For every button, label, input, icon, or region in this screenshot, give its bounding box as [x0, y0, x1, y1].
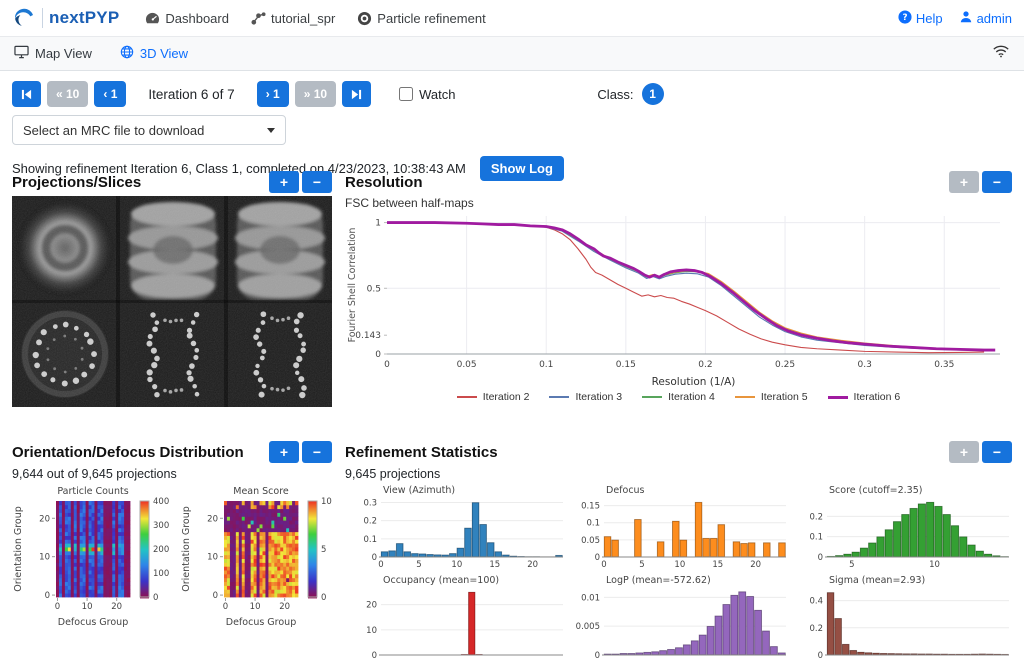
view-azimuth-histogram [345, 485, 567, 569]
resolution-panel: Resolution + − FSC between half-maps Ite… [345, 170, 1012, 403]
brand-link[interactable]: nextPYP [12, 5, 119, 32]
legend-label: Iteration 6 [853, 391, 901, 403]
legend-swatch [549, 396, 570, 398]
iteration-label: Iteration 6 of 7 [148, 86, 235, 102]
occupancy-histogram [345, 575, 567, 659]
orientation-title: Orientation/Defocus Distribution [12, 443, 244, 461]
admin-menu[interactable]: admin [959, 10, 1012, 27]
projections-title: Projections/Slices [12, 173, 142, 191]
back-1-button[interactable]: ‹ 1 [94, 81, 127, 107]
fsc-chart [345, 210, 1012, 388]
legend-swatch [734, 396, 755, 398]
help-circle-icon: ? [898, 9, 912, 27]
back-1-label: ‹ 1 [103, 87, 118, 101]
watch-toggle[interactable]: Watch [399, 87, 455, 102]
globe-icon [120, 45, 134, 62]
first-iteration-button[interactable] [12, 81, 41, 107]
nav-item-block[interactable]: Particle refinement [357, 10, 486, 26]
defocus-histogram [568, 485, 790, 569]
class-label: Class: [597, 86, 634, 102]
top-navbar: nextPYP Dashboard tutorial_spr Particle … [0, 0, 1024, 37]
nav-item-dashboard[interactable]: Dashboard [145, 11, 229, 26]
legend-item[interactable]: Iteration 4 [642, 391, 715, 403]
bullseye-icon [357, 11, 372, 26]
legend-item[interactable]: Iteration 3 [549, 391, 622, 403]
mrc-file-dropdown[interactable]: Select an MRC file to download [12, 115, 286, 145]
brand-divider [42, 8, 43, 28]
fsc-subtitle: FSC between half-maps [345, 196, 474, 210]
resolution-zoom-out-button[interactable]: − [982, 171, 1012, 193]
speedometer-icon [145, 11, 160, 26]
chevron-down-icon [267, 127, 275, 133]
forward-10-label: » 10 [303, 87, 328, 101]
refinement-status-text: Showing refinement Iteration 6, Class 1,… [12, 161, 466, 176]
help-label: Help [915, 10, 943, 26]
iteration-controls: « 10 ‹ 1 Iteration 6 of 7 › 1 » 10 Watch… [12, 80, 1012, 108]
tab-map-view[interactable]: Map View [14, 45, 92, 62]
particle-counts-heatmap [12, 485, 180, 637]
orientation-zoom-out-button[interactable]: − [302, 441, 332, 463]
orientation-subtitle: 9,644 out of 9,645 projections [12, 467, 177, 481]
projections-image [12, 196, 332, 407]
show-log-button[interactable]: Show Log [479, 156, 564, 181]
forward-10-button[interactable]: » 10 [294, 81, 337, 107]
legend-label: Iteration 5 [760, 391, 808, 403]
orientation-zoom-in-button[interactable]: + [269, 441, 299, 463]
legend-item[interactable]: Iteration 6 [827, 391, 901, 403]
legend-swatch [642, 396, 663, 398]
statistics-panel: Refinement Statistics + − 9,645 projecti… [345, 440, 1013, 659]
help-link[interactable]: ? Help [898, 9, 943, 27]
statistics-title: Refinement Statistics [345, 443, 498, 461]
watch-label: Watch [419, 86, 456, 102]
legend-label: Iteration 2 [482, 391, 530, 403]
svg-text:?: ? [902, 13, 907, 23]
brand-name: nextPYP [49, 8, 120, 27]
tab-3d-view[interactable]: 3D View [120, 45, 188, 62]
sigma-histogram [791, 575, 1013, 659]
statistics-zoom-in-button[interactable]: + [949, 441, 979, 463]
legend-label: Iteration 4 [668, 391, 715, 403]
back-10-label: « 10 [56, 87, 80, 101]
orientation-panel: Orientation/Defocus Distribution + − 9,6… [12, 440, 352, 637]
resolution-title: Resolution [345, 173, 423, 191]
monitor-icon [14, 45, 29, 62]
forward-1-label: › 1 [265, 87, 280, 101]
legend-item[interactable]: Iteration 5 [734, 391, 808, 403]
skip-first-icon [21, 89, 32, 99]
forward-1-button[interactable]: › 1 [256, 81, 289, 107]
fsc-legend: Iteration 2 Iteration 3 Iteration 4 Iterati… [345, 391, 1012, 403]
tab-label: 3D View [139, 46, 189, 61]
legend-label: Iteration 3 [575, 391, 623, 403]
resolution-zoom-in-button[interactable]: + [949, 171, 979, 193]
score-histogram [791, 485, 1013, 569]
legend-swatch [827, 395, 848, 399]
projections-zoom-out-button[interactable]: − [302, 171, 332, 193]
mean-score-heatmap [180, 485, 348, 637]
back-10-button[interactable]: « 10 [47, 81, 89, 107]
projections-panel: Projections/Slices + − [12, 170, 332, 407]
mrc-dropdown-placeholder: Select an MRC file to download [23, 122, 205, 138]
nav-item-label: tutorial_spr [270, 10, 336, 26]
view-tabbar: Map View 3D View [0, 37, 1024, 71]
tab-label: Map View [35, 46, 92, 61]
nav-item-label: Particle refinement [377, 10, 486, 26]
projections-zoom-in-button[interactable]: + [269, 171, 299, 193]
admin-label: admin [976, 10, 1012, 26]
class-1-badge[interactable]: 1 [641, 83, 664, 105]
legend-item[interactable]: Iteration 2 [456, 391, 530, 403]
last-iteration-button[interactable] [342, 81, 372, 107]
skip-last-icon [351, 89, 362, 99]
nextpyp-logo-icon [12, 5, 36, 32]
wifi-icon [992, 44, 1010, 61]
nav-item-project[interactable]: tutorial_spr [251, 11, 335, 26]
statistics-zoom-out-button[interactable]: − [982, 441, 1012, 463]
node-graph-icon [251, 11, 266, 26]
watch-checkbox[interactable] [399, 87, 414, 101]
person-icon [959, 10, 973, 27]
legend-swatch [456, 396, 477, 398]
statistics-subtitle: 9,645 projections [345, 467, 441, 481]
logp-histogram [568, 575, 790, 659]
nav-item-label: Dashboard [165, 10, 229, 26]
